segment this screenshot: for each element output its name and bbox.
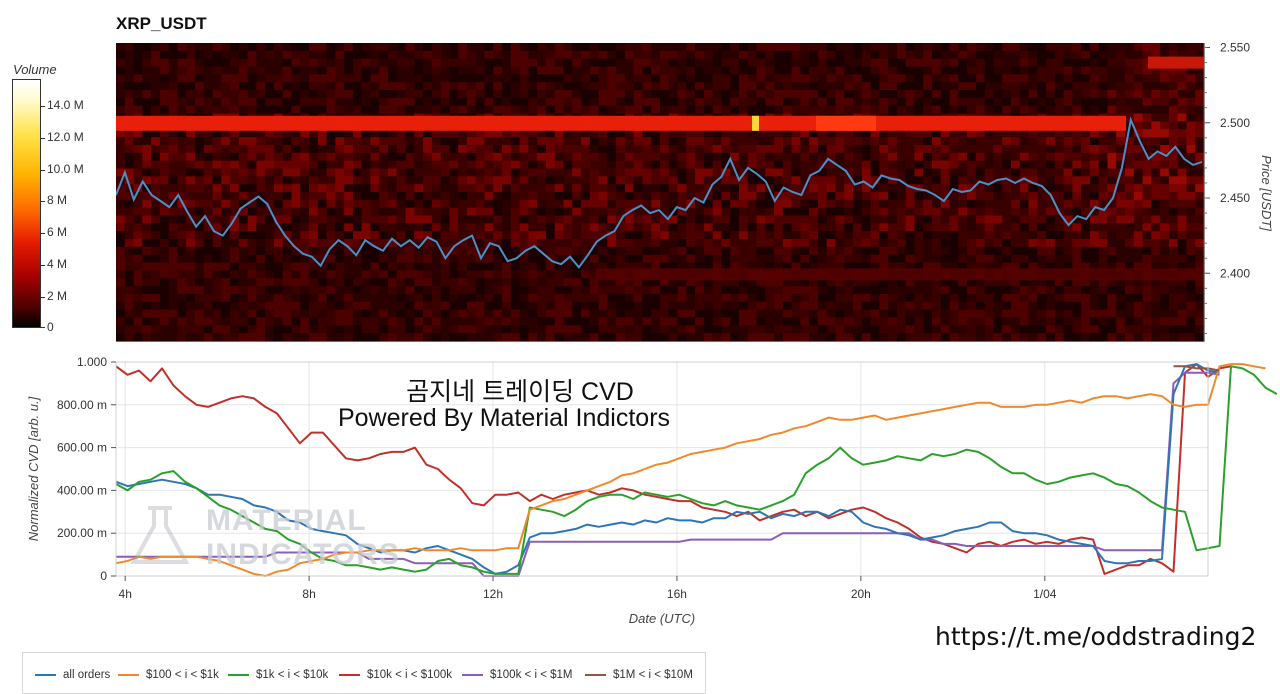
legend-item[interactable]: $1M < i < $10M — [585, 669, 693, 681]
x-tick-label: 8h — [302, 587, 315, 601]
y-tick-label: 0 — [100, 569, 107, 583]
colorbar-tick: 12.0 M — [47, 130, 84, 144]
price-tick-label: 2.400 — [1220, 266, 1250, 280]
price-tick-label: 2.500 — [1220, 116, 1250, 130]
legend-item[interactable]: $100 < i < $1k — [118, 669, 219, 681]
legend-label: $1M < i < $10M — [613, 669, 693, 681]
legend-swatch — [228, 674, 249, 676]
colorbar-tick: 4 M — [47, 257, 68, 271]
y-tick-label: 200.00 m — [57, 526, 107, 540]
chart-legend: all orders $100 < i < $1k $1k < i < $10k… — [22, 652, 706, 694]
y-axis-label: Normalized CVD [arb. u.] — [26, 396, 41, 541]
series-line — [116, 371, 1220, 577]
legend-item[interactable]: $10k < i < $100k — [339, 669, 452, 681]
series-line — [115, 363, 1266, 577]
legend-swatch — [339, 674, 360, 676]
legend-label: $10k < i < $100k — [367, 669, 453, 681]
liquidity-hotspot — [752, 115, 759, 131]
series-line — [115, 363, 1220, 575]
overlay-korean-title: 곰지네 트레이딩 CVD — [406, 378, 634, 406]
overlay-url: https://t.me/oddstrading2 — [935, 622, 1257, 651]
colorbar-tick: 6 M — [47, 225, 68, 239]
x-tick-label: 4h — [119, 587, 132, 601]
price-line — [116, 116, 1203, 269]
chart-title: XRP_USDT — [116, 14, 207, 33]
x-tick-label: 1/04 — [1033, 587, 1057, 601]
legend-swatch — [462, 674, 483, 676]
series-line — [1173, 365, 1220, 372]
y-tick-label: 400.00 m — [57, 483, 107, 497]
legend-swatch — [585, 674, 606, 676]
colorbar — [12, 79, 41, 328]
x-tick-label: 20h — [851, 587, 871, 601]
series-line — [115, 365, 1278, 575]
legend-swatch — [118, 674, 139, 676]
y-tick-label: 1.000 — [77, 355, 107, 369]
price-axis-label: Price [USDT] — [1259, 155, 1274, 231]
orderbook-heatmap: 2.550 2.500 2.450 2.400 Price [USDT] — [116, 43, 1274, 342]
cvd-line-chart: 0 200.00 m 400.00 m 600.00 m 800.00 m 1.000 4… — [26, 355, 1278, 626]
y-tick-label: 600.00 m — [57, 441, 107, 455]
liquidity-band — [116, 115, 1126, 131]
logo-line-1: MATERIAL — [206, 504, 367, 537]
colorbar-tick: 2 M — [47, 289, 68, 303]
legend-item[interactable]: $100k < i < $1M — [462, 669, 572, 681]
y-tick-label: 800.00 m — [57, 398, 107, 412]
legend-item[interactable]: $1k < i < $10k — [228, 669, 328, 681]
legend-label: $100 < i < $1k — [146, 669, 219, 681]
legend-item[interactable]: all orders — [35, 669, 110, 681]
overlay-powered-by: Powered By Material Indictors — [337, 404, 671, 432]
x-tick-label: 12h — [483, 587, 503, 601]
colorbar-tick: 14.0 M — [47, 98, 84, 112]
x-tick-label: 16h — [667, 587, 687, 601]
price-tick-label: 2.550 — [1220, 43, 1250, 55]
price-tick-label: 2.450 — [1220, 191, 1250, 205]
legend-label: all orders — [63, 669, 111, 681]
colorbar-tick: 0 — [47, 320, 54, 334]
legend-label: $100k < i < $1M — [490, 669, 573, 681]
logo-line-2: INDICATORS — [206, 538, 400, 571]
legend-label: $1k < i < $10k — [256, 669, 329, 681]
colorbar-label: Volume — [13, 62, 57, 77]
legend-swatch — [35, 674, 56, 676]
x-axis-label: Date (UTC) — [629, 611, 695, 626]
series-line — [115, 363, 1232, 575]
colorbar-tick: 8 M — [47, 193, 68, 207]
colorbar-tick: 10.0 M — [47, 162, 84, 176]
